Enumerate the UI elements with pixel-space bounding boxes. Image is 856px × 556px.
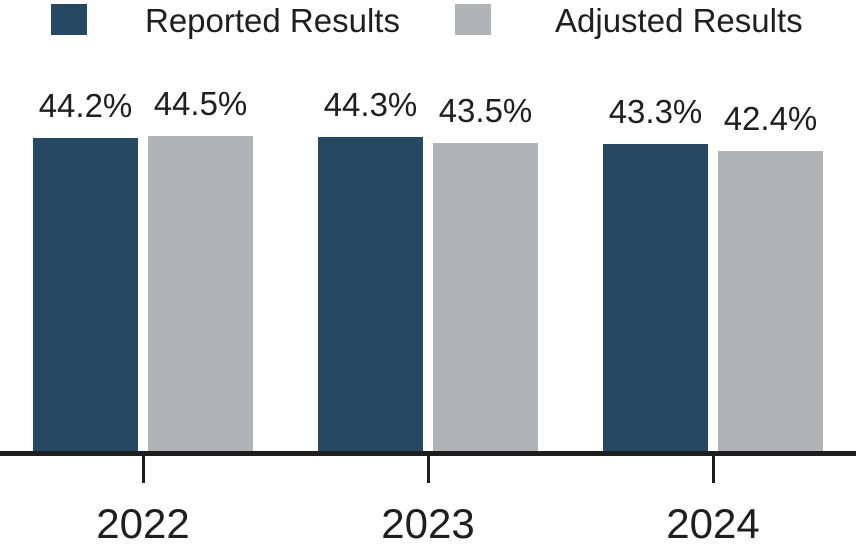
legend: Reported Results Adjusted Results [0, 0, 856, 48]
value-label-adjusted-2023: 43.5% [438, 92, 533, 129]
value-label-reported-2022: 44.2% [38, 87, 133, 124]
x-axis-tick-2022 [142, 456, 145, 483]
bar-reported-2024 [603, 144, 708, 451]
value-label-reported-2023: 44.3% [323, 86, 418, 123]
bar-adjusted-2023 [433, 143, 538, 451]
legend-swatch-reported-icon [51, 4, 87, 35]
x-tick-label-2024: 2024 [666, 500, 760, 547]
legend-swatch-adjusted-icon [455, 4, 491, 35]
x-axis-tick-2023 [427, 456, 430, 483]
value-label-reported-2024: 43.3% [608, 93, 703, 130]
bar-adjusted-2022 [148, 136, 253, 451]
bar-reported-2023 [318, 137, 423, 451]
x-axis-tick-2024 [712, 456, 715, 483]
legend-label-adjusted: Adjusted Results [555, 2, 803, 39]
x-tick-label-2022: 2022 [96, 500, 190, 547]
bar-adjusted-2024 [718, 151, 823, 451]
value-label-adjusted-2024: 42.4% [723, 100, 818, 137]
x-tick-label-2023: 2023 [381, 500, 475, 547]
x-axis-line [0, 451, 856, 456]
value-label-adjusted-2022: 44.5% [153, 85, 248, 122]
legend-label-reported: Reported Results [145, 2, 400, 39]
bar-reported-2022 [33, 138, 138, 451]
